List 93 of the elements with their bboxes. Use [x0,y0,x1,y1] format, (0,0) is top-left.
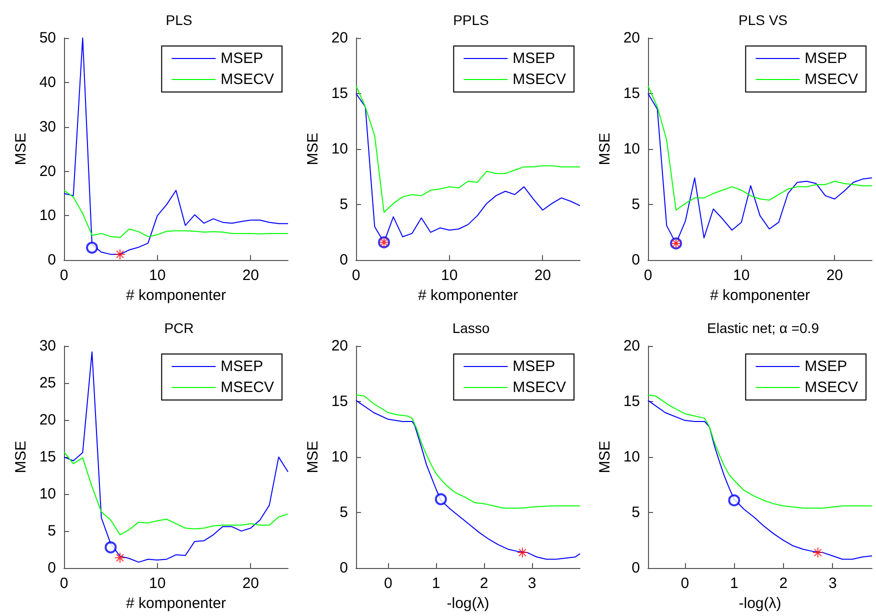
legend-label: MSEP [804,358,848,375]
y-tick-label: 20 [623,30,640,46]
y-axis-title: MSE [596,132,614,166]
y-axis-title: MSE [12,440,30,474]
y-tick-label: 20 [623,338,640,354]
y-tick-label: 15 [331,393,348,410]
y-axis-title: MSE [12,132,30,166]
x-tick-label: 10 [732,267,750,284]
y-tick-label: 0 [340,560,348,577]
x-tick-label: 0 [644,267,652,284]
line-series [64,38,288,255]
legend-label: MSECV [804,71,858,88]
y-tick-label: 30 [39,118,56,136]
y-axis-title: MSE [304,440,322,474]
y-tick-label: 50 [39,30,56,46]
y-axis-title: MSE [304,132,322,166]
line-series [64,190,288,238]
y-tick-label: 0 [632,252,640,269]
legend-label: MSEP [220,358,264,375]
y-tick-label: 15 [331,85,348,102]
line-series [64,351,288,563]
x-tick-label: 20 [534,267,552,284]
y-tick-label: 10 [331,140,348,158]
y-tick-label: 40 [39,74,56,91]
x-tick-label: 0 [680,575,690,592]
x-axis-title: # komponenter [126,595,226,612]
legend-label: MSECV [220,71,274,88]
legend-label: MSECV [220,379,274,396]
line-series [356,400,580,560]
y-tick-label: 10 [623,448,640,466]
line-series [648,400,872,560]
y-tick-label: 15 [623,393,640,410]
legend-label: MSEP [512,358,556,375]
x-tick-label: 3 [828,575,837,592]
y-tick-label: 10 [331,448,348,466]
y-tick-label: 10 [39,486,56,503]
chart-title: PPLS [453,12,489,28]
x-tick-label: 2 [779,575,788,592]
y-tick-label: 0 [48,560,56,577]
y-tick-label: 10 [39,207,56,224]
x-tick-label: 3 [528,575,536,592]
x-tick-label: 1 [730,575,738,592]
y-tick-label: 20 [331,30,348,46]
x-tick-label: 10 [148,575,166,592]
y-tick-label: 20 [39,412,56,429]
chart-title: PLS VS [738,12,788,28]
y-tick-label: 0 [632,560,640,577]
legend-label: MSEP [512,50,556,67]
legend-label: MSECV [512,71,566,88]
x-tick-label: 0 [60,267,68,284]
x-tick-label: 20 [826,267,844,284]
x-tick-label: 1 [432,575,440,592]
y-tick-label: 20 [39,162,56,180]
y-tick-label: 5 [340,196,348,214]
y-tick-label: 0 [48,252,56,269]
legend-label: MSECV [512,379,566,396]
chart-title: Elastic net; α =0.9 [707,320,820,336]
line-series [356,394,580,509]
x-tick-label: 10 [440,267,458,284]
x-axis-title: -log(λ) [738,595,782,612]
x-tick-label: 0 [352,267,360,284]
chart-title: Lasso [452,320,490,336]
x-axis-title: # komponenter [710,287,810,304]
x-tick-label: 0 [60,575,68,592]
y-tick-label: 30 [39,338,56,354]
y-tick-label: 5 [48,522,56,540]
x-tick-label: 20 [242,575,260,592]
line-series [64,451,288,536]
x-tick-label: 10 [148,267,166,284]
y-tick-label: 0 [340,252,348,269]
x-tick-label: 0 [384,575,392,592]
y-tick-label: 20 [331,338,348,354]
y-tick-label: 5 [340,504,348,522]
line-series [648,85,872,211]
line-series [648,394,872,509]
x-tick-label: 2 [480,575,488,592]
y-tick-label: 5 [632,196,640,214]
y-tick-label: 10 [623,140,640,158]
y-tick-label: 5 [632,504,640,522]
legend-label: MSECV [804,379,858,396]
chart-title: PCR [164,320,194,336]
line-series [356,85,580,213]
legend-label: MSEP [220,50,264,67]
legend-label: MSEP [804,50,848,67]
x-axis-title: -log(λ) [446,595,490,612]
y-tick-label: 25 [39,374,56,392]
x-tick-label: 20 [242,267,260,284]
x-axis-title: # komponenter [418,287,518,304]
chart-title: PLS [166,12,192,28]
y-tick-label: 15 [623,85,640,102]
x-axis-title: # komponenter [126,287,226,304]
y-tick-label: 15 [39,448,56,466]
y-axis-title: MSE [596,440,614,474]
